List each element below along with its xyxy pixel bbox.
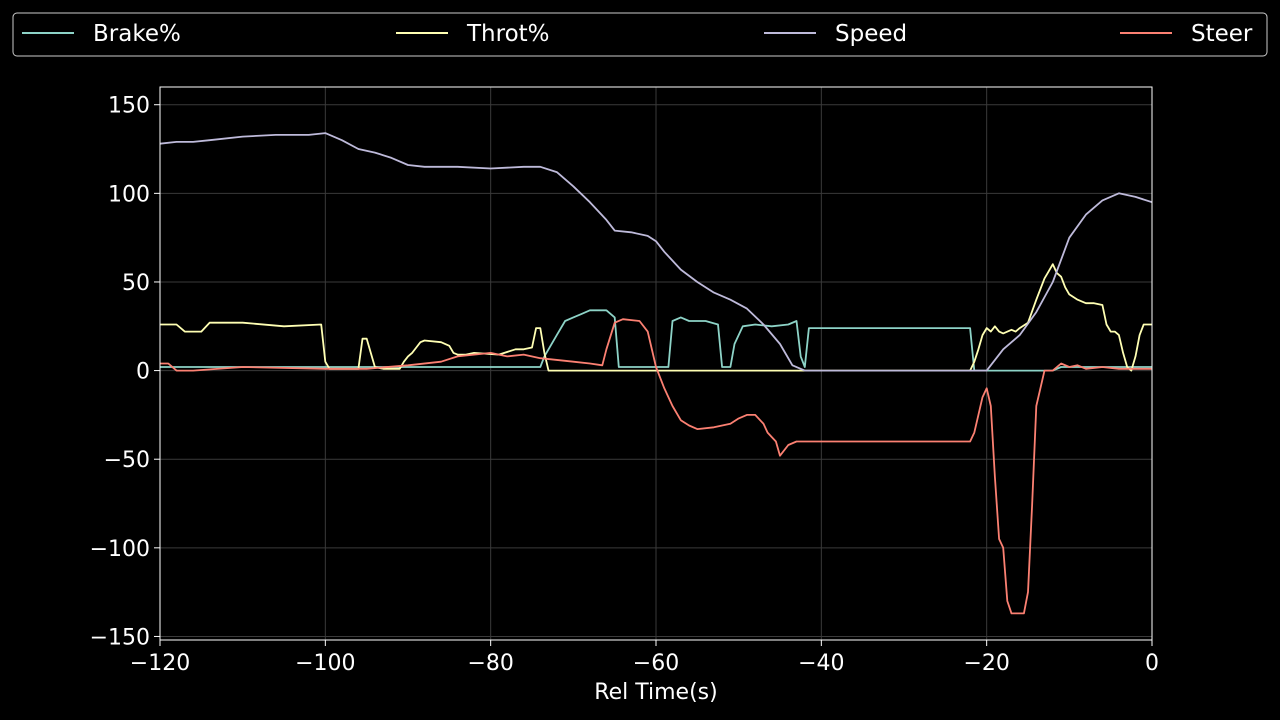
series-line-steer xyxy=(160,318,1152,615)
legend-label-throt: Throt% xyxy=(466,21,550,47)
legend: Brake% Throt% Speed Steer xyxy=(12,12,1268,57)
y-tick-label: 50 xyxy=(122,271,150,296)
y-tick-label: 150 xyxy=(108,94,150,119)
y-tick-label: −100 xyxy=(90,537,150,562)
y-tick-label: −150 xyxy=(90,625,150,650)
x-tick-label: 0 xyxy=(1145,651,1159,676)
x-tick-label: −40 xyxy=(798,651,844,676)
y-tick-label: 0 xyxy=(136,360,150,385)
y-tick-label: 100 xyxy=(108,182,150,207)
grid-layer xyxy=(159,87,1153,640)
tick-layer: −120 −100 −80 −60 −40 −20 0 150 100 50 0 −50 −100 −15… xyxy=(90,94,1159,676)
legend-label-brake: Brake% xyxy=(93,21,181,47)
x-tick-label: −80 xyxy=(467,651,513,676)
x-tick-label: −20 xyxy=(963,651,1009,676)
series-line-brake xyxy=(160,309,1152,372)
series-layer xyxy=(159,132,1153,615)
x-tick-label: −120 xyxy=(130,651,190,676)
series-line-speed xyxy=(159,132,1153,372)
x-axis-label: Rel Time(s) xyxy=(594,680,717,705)
series-line-throt xyxy=(160,263,1152,372)
x-tick-label: −60 xyxy=(633,651,679,676)
y-tick-label: −50 xyxy=(104,448,150,473)
legend-label-steer: Steer xyxy=(1191,21,1253,47)
legend-frame xyxy=(12,12,1268,57)
legend-label-speed: Speed xyxy=(835,21,907,47)
x-tick-label: −100 xyxy=(295,651,355,676)
